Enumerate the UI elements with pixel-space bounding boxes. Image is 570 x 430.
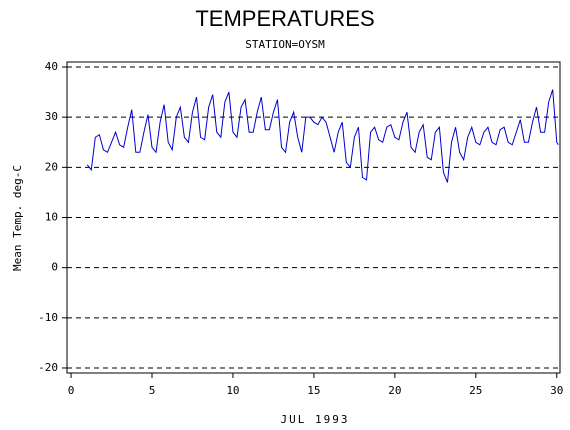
chart-subtitle: STATION=OYSM — [245, 38, 325, 51]
x-tick-label: 20 — [388, 384, 401, 397]
x-tick-label: 0 — [68, 384, 75, 397]
y-tick-label: 20 — [45, 160, 58, 173]
chart-title: TEMPERATURES — [195, 6, 374, 31]
y-tick-label: 30 — [45, 110, 58, 123]
x-tick-label: 15 — [307, 384, 320, 397]
y-tick-label: 40 — [45, 60, 58, 73]
y-tick-label: -10 — [38, 311, 58, 324]
y-tick-label: 10 — [45, 211, 58, 224]
x-axis-label: JUL 1993 — [281, 413, 350, 426]
x-tick-label: 25 — [469, 384, 482, 397]
y-axis-label: Mean Temp. deg-C — [11, 165, 24, 271]
x-tick-label: 5 — [149, 384, 156, 397]
data-line — [86, 89, 559, 183]
x-tick-label: 30 — [550, 384, 563, 397]
y-tick-label: 0 — [51, 261, 58, 274]
y-tick-label: -20 — [38, 361, 58, 374]
x-tick-label: 10 — [226, 384, 239, 397]
